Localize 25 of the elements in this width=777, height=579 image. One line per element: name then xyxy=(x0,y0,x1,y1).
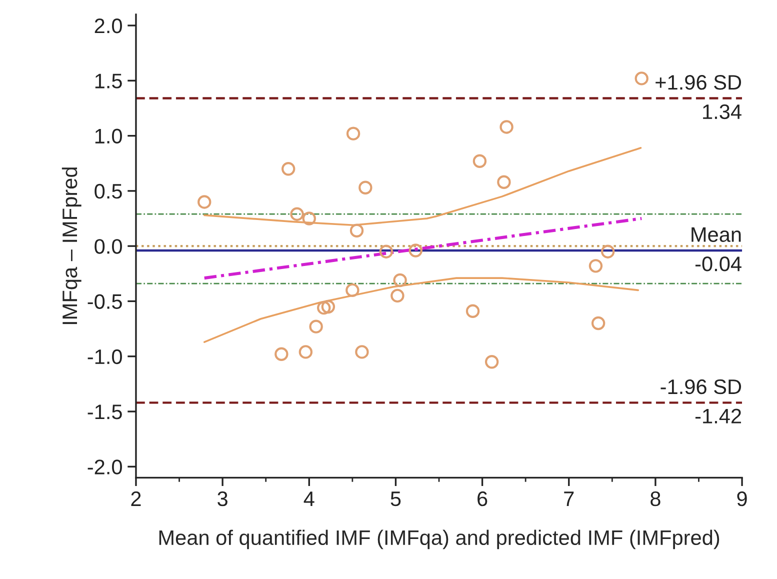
y-axis-title: IMFqa – IMFpred xyxy=(62,168,82,324)
annotation: -1.42 xyxy=(695,408,741,424)
x-tick-label: 6 xyxy=(478,491,488,506)
y-tick-label: -1.5 xyxy=(88,404,122,420)
y-tick-label: -2.0 xyxy=(88,460,122,474)
x-tick-label: 2 xyxy=(131,491,141,506)
ref-line-label: -1.96 SD xyxy=(660,379,742,394)
y-tick-label: 2.0 xyxy=(94,18,122,34)
annotation: 1.34 xyxy=(703,104,742,120)
y-tick-label: 0.0 xyxy=(94,239,122,254)
y-tick-label: -1.0 xyxy=(88,349,122,364)
x-tick-label: 5 xyxy=(390,492,401,506)
y-tick-label: 1.5 xyxy=(95,74,122,88)
x-tick-label: 7 xyxy=(564,492,574,506)
x-tick-label: 3 xyxy=(218,491,228,506)
x-tick-label: 9 xyxy=(737,491,747,506)
annotation: -0.04 xyxy=(695,256,742,272)
y-tick-label: -0.5 xyxy=(88,294,122,309)
x-tick-label: 4 xyxy=(304,492,314,506)
x-tick-label: 8 xyxy=(650,491,660,506)
y-tick-label: 1.0 xyxy=(95,128,122,144)
y-tick-label: 0.5 xyxy=(94,184,122,199)
ref-line-label: Mean xyxy=(692,227,741,242)
ref-line-label: +1.96 SD xyxy=(656,75,742,90)
x-axis-title: Mean of quantified IMF (IMFqa) and predicted IMF (IMFpred) xyxy=(159,530,720,550)
